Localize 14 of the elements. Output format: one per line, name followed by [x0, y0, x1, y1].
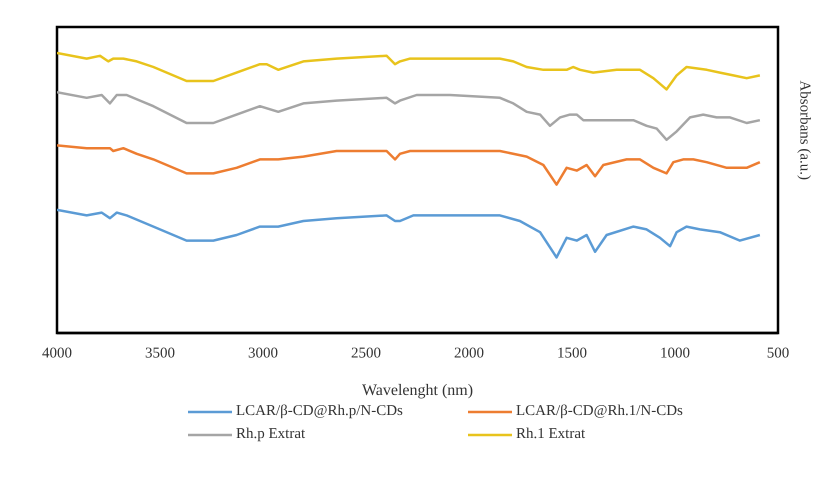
x-tick-label: 1500: [557, 346, 587, 362]
x-tick-label: 1000: [660, 346, 690, 362]
legend-label: Rh.1 Extrat: [516, 426, 586, 443]
x-tick-label: 4000: [42, 346, 72, 362]
x-tick-label: 2000: [454, 346, 484, 362]
x-tick-label: 3500: [145, 346, 175, 362]
legend-label: Rh.p Extrat: [236, 426, 306, 443]
x-tick-label: 500: [766, 346, 790, 362]
legend-label: LCAR/β-CD@Rh.1/N-CDs: [516, 403, 683, 420]
legend-label: LCAR/β-CD@Rh.p/N-CDs: [236, 403, 403, 420]
x-axis-title: Wavelenght (nm): [362, 382, 474, 399]
y-axis-title: Absorbans (a.u.): [796, 80, 813, 180]
x-tick-label: 3000: [248, 346, 278, 362]
x-tick-label: 2500: [351, 346, 381, 362]
